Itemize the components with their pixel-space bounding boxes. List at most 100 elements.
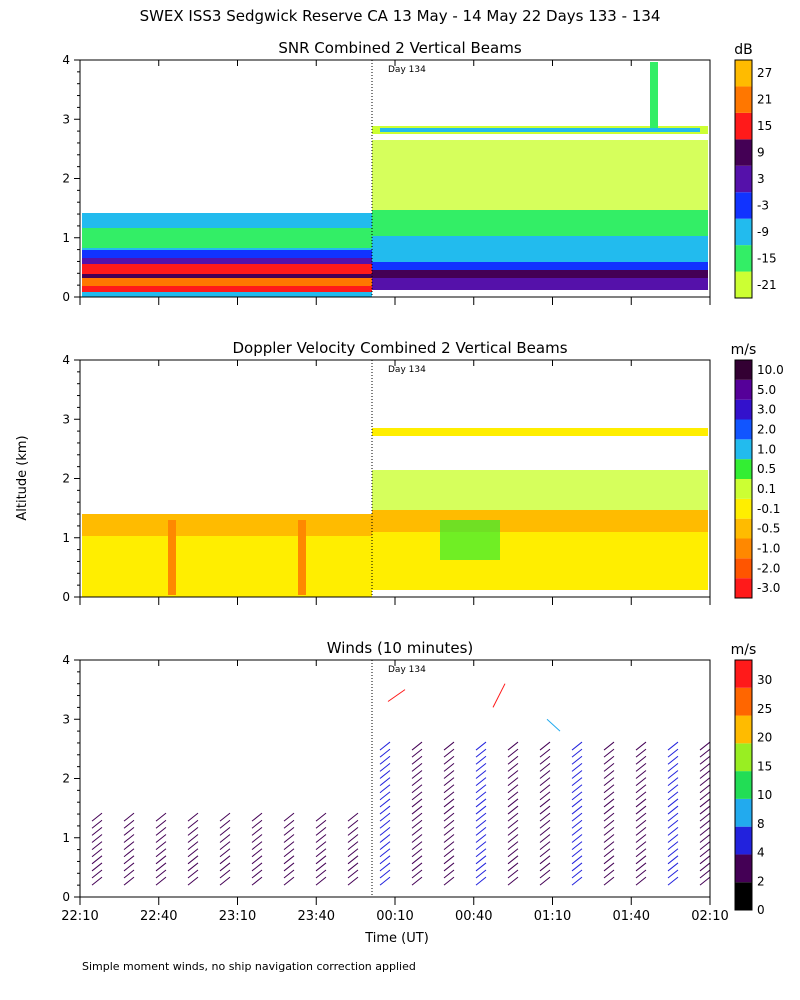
snr-layer-5 — [82, 264, 372, 274]
wind-barb — [283, 834, 295, 843]
footnote: Simple moment winds, no ship navigation … — [82, 960, 416, 973]
wind-barb — [475, 819, 487, 829]
wind-barb — [667, 826, 679, 836]
wind-barb — [123, 834, 135, 843]
wind-barb — [411, 848, 423, 858]
wind-barb — [283, 862, 295, 872]
winds-y-tick-label: 2 — [62, 772, 70, 786]
snr-layer-2 — [82, 228, 372, 248]
winds-colorbar-label: 0 — [757, 903, 765, 917]
wind-barb — [187, 848, 199, 858]
wind-barb — [219, 826, 231, 836]
wind-barb — [699, 812, 710, 822]
snr-colorbar-swatch — [735, 218, 752, 246]
wind-barb — [379, 876, 391, 886]
wind-barb — [635, 834, 647, 843]
wind-barb — [283, 826, 295, 836]
wind-barb — [411, 784, 423, 794]
wind-barb — [219, 819, 231, 829]
wind-barb — [603, 841, 615, 850]
wind-barb — [123, 862, 135, 872]
wind-barb — [539, 784, 551, 794]
x-axis-label: Time (UT) — [364, 931, 429, 946]
wind-barb — [475, 826, 487, 836]
wind-barb — [475, 869, 487, 879]
wind-barb — [571, 862, 583, 872]
wind-barb — [635, 876, 647, 886]
wind-barb — [443, 876, 455, 886]
wind-barb — [635, 805, 647, 815]
wind-barb — [635, 748, 647, 758]
wind-barb — [187, 876, 199, 886]
wind-barb — [699, 841, 710, 850]
wind-barb — [667, 869, 679, 879]
snr-layer-8 — [82, 286, 372, 292]
wind-barb — [347, 869, 359, 879]
wind-barb — [219, 869, 231, 879]
snr-y-tick-label: 2 — [62, 172, 70, 186]
wind-barb-strong — [492, 683, 506, 708]
wind-barb — [379, 805, 391, 815]
wind-barb — [571, 876, 583, 886]
wind-barb — [507, 741, 519, 751]
doppler-panel: Doppler Velocity Combined 2 Vertical Bea… — [82, 339, 708, 597]
wind-barb — [379, 855, 391, 865]
winds-colorbar-label: 25 — [757, 702, 772, 716]
snr-panel-title: SNR Combined 2 Vertical Beams — [278, 39, 521, 57]
doppler-colorbar-swatch — [735, 498, 752, 519]
wind-barb — [251, 819, 263, 829]
winds-colorbar-swatch — [735, 826, 752, 855]
snr-colorbar-label: 3 — [757, 172, 765, 186]
wind-barb — [347, 826, 359, 836]
wind-barb — [411, 841, 423, 850]
doppler-colorbar-swatch — [735, 419, 752, 440]
wind-barb — [475, 755, 487, 765]
wind-barb — [635, 855, 647, 865]
wind-barb — [507, 848, 519, 858]
winds-y-tick-label: 0 — [62, 890, 70, 904]
wind-barb — [539, 848, 551, 858]
snr-layer-after-3 — [372, 262, 708, 272]
wind-barb — [635, 812, 647, 822]
wind-barb — [219, 876, 231, 886]
wind-barb — [699, 791, 710, 801]
snr-panel: SNR Combined 2 Vertical Beams — [82, 39, 708, 297]
wind-barb — [219, 834, 231, 843]
wind-barb — [603, 755, 615, 765]
snr-axes: 0 1 2 3 4 Day 134 -21 -15 -9 -3 3 9 15 21 27 dB — [62, 42, 777, 305]
wind-barb — [699, 855, 710, 865]
wind-barb — [507, 805, 519, 815]
wind-barb — [539, 855, 551, 865]
wind-barb — [379, 798, 391, 808]
snr-colorbar-label: -21 — [757, 278, 777, 292]
snr-y-tick-label: 3 — [62, 112, 70, 126]
wind-barb — [219, 855, 231, 865]
wind-barb — [603, 812, 615, 822]
snr-cloud-plume — [650, 62, 658, 128]
wind-barb — [155, 862, 167, 872]
wind-barb — [315, 869, 327, 879]
wind-barb — [699, 755, 710, 765]
doppler-colorbar-label: 0.1 — [757, 482, 776, 496]
x-tick-label: 23:40 — [298, 909, 335, 924]
x-tick-label: 22:40 — [140, 909, 177, 924]
wind-barb — [603, 784, 615, 794]
wind-barb — [635, 848, 647, 858]
wind-barb — [539, 777, 551, 787]
wind-barb — [411, 755, 423, 765]
snr-plot-area — [82, 62, 708, 297]
wind-barb — [667, 784, 679, 794]
wind-barb — [251, 826, 263, 836]
wind-barb — [635, 770, 647, 779]
wind-barb — [571, 826, 583, 836]
wind-barb — [251, 869, 263, 879]
wind-barb — [539, 869, 551, 879]
wind-barb — [699, 784, 710, 794]
wind-barb — [539, 798, 551, 808]
wind-barb — [571, 762, 583, 772]
wind-barb — [571, 805, 583, 815]
wind-barb — [443, 762, 455, 772]
snr-colorbar-swatch — [735, 139, 752, 166]
wind-barb — [443, 755, 455, 765]
